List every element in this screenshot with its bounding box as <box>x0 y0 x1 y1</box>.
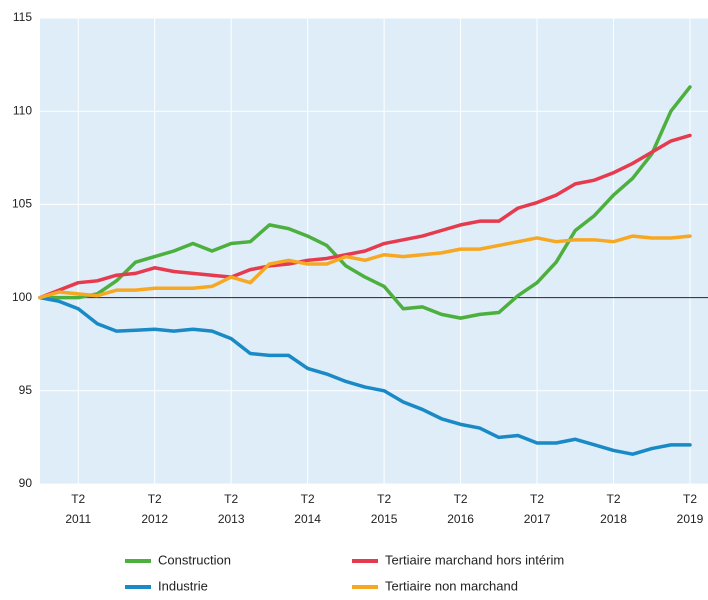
y-tick-label: 115 <box>13 10 32 24</box>
legend-label: Tertiaire marchand hors intérim <box>385 552 564 567</box>
series-line <box>38 234 692 300</box>
y-tick-label: 105 <box>12 197 32 211</box>
y-tick-label: 100 <box>12 290 32 304</box>
legend-label: Construction <box>158 552 231 567</box>
legend: Construction Tertiaire marchand hors inté… <box>125 552 564 593</box>
series-line <box>38 85 692 320</box>
x-tick-quarter: T2 <box>224 492 238 506</box>
x-tick-quarter: T2 <box>148 492 162 506</box>
legend-label: Industrie <box>158 578 208 593</box>
plot-background <box>40 18 708 484</box>
legend-label: Tertiaire non marchand <box>385 578 518 593</box>
series-line <box>38 133 692 300</box>
x-tick-year: 2017 <box>524 512 551 526</box>
x-tick-quarter: T2 <box>607 492 621 506</box>
y-tick-label: 95 <box>19 383 33 397</box>
x-tick-year: 2015 <box>371 512 398 526</box>
y-tick-label: 110 <box>13 103 32 117</box>
x-tick-quarter: T2 <box>530 492 544 506</box>
x-tick-quarter: T2 <box>301 492 315 506</box>
x-tick-year: 2018 <box>600 512 627 526</box>
x-tick-year: 2013 <box>218 512 245 526</box>
x-tick-quarter: T2 <box>454 492 468 506</box>
x-tick-year: 2011 <box>65 512 91 526</box>
x-tick-year: 2012 <box>141 512 168 526</box>
series-line <box>38 295 692 456</box>
y-tick-label: 90 <box>19 476 33 490</box>
x-tick-year: 2019 <box>677 512 704 526</box>
x-tick-year: 2014 <box>294 512 321 526</box>
x-tick-quarter: T2 <box>377 492 391 506</box>
x-tick-quarter: T2 <box>71 492 85 506</box>
x-tick-year: 2016 <box>447 512 474 526</box>
x-tick-quarter: T2 <box>683 492 697 506</box>
